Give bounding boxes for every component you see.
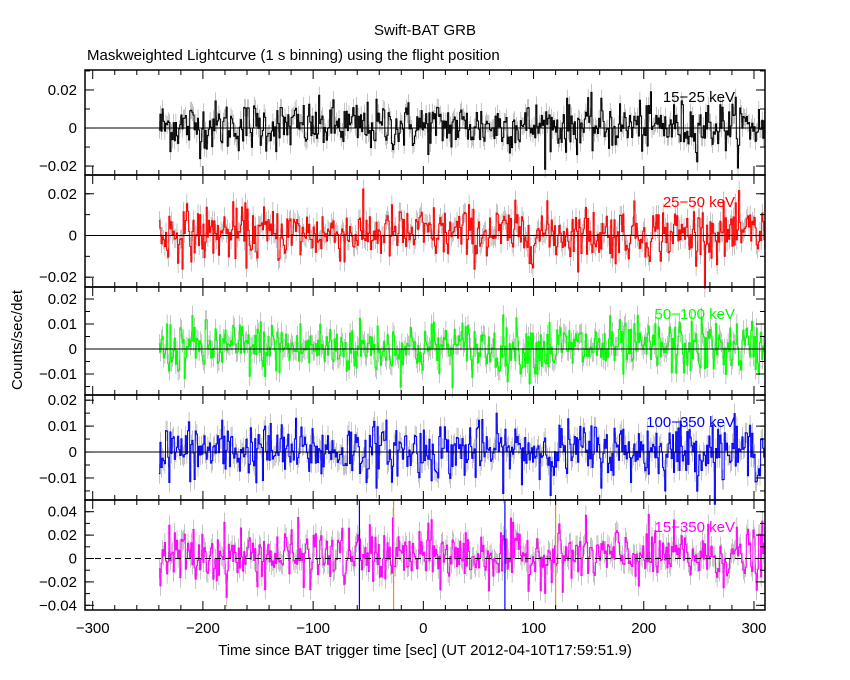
- x-tick-label: 200: [631, 620, 656, 637]
- y-tick-label: 0.02: [48, 527, 77, 544]
- y-tick-label: −0.02: [39, 269, 77, 286]
- x-tick-label: 300: [741, 620, 766, 637]
- y-axis-label: Counts/sec/det: [9, 289, 26, 390]
- x-axis-label: Time since BAT trigger time [sec] (UT 20…: [218, 642, 632, 659]
- panel-2: −0.01 0 0.01 0.02 50−100 keV: [39, 286, 766, 398]
- y-tick-label: 0: [69, 444, 77, 461]
- x-tick-label: −300: [76, 620, 110, 637]
- y-tick-label: −0.02: [39, 158, 77, 175]
- y-tick-label: 0: [69, 551, 77, 568]
- x-tick-label: −200: [186, 620, 220, 637]
- y-tick-label: −0.04: [39, 597, 77, 614]
- y-tick-label: −0.02: [39, 574, 77, 591]
- chart-subtitle: Maskweighted Lightcurve (1 s binning) us…: [87, 47, 500, 64]
- panel-0: −0.02 0 0.02 15−25 keV: [39, 69, 766, 178]
- panel-frame: [84, 499, 766, 611]
- x-tick-label: 100: [521, 620, 546, 637]
- y-tick-label: 0: [69, 227, 77, 244]
- y-tick-label: 0: [69, 341, 77, 358]
- y-tick-label: −0.01: [39, 366, 77, 383]
- y-tick-label: 0.02: [48, 186, 77, 203]
- y-tick-label: 0.02: [48, 392, 77, 409]
- x-tick-label: 0: [419, 620, 427, 637]
- chart-title: Swift-BAT GRB: [374, 22, 476, 39]
- series-label: 100−350 keV: [646, 414, 735, 431]
- x-tick-label: −100: [296, 620, 330, 637]
- y-tick-label: 0.01: [48, 418, 77, 435]
- series-label: 15−350 keV: [655, 519, 736, 536]
- panel-1: −0.02 0 0.02 25−50 keV: [39, 174, 766, 298]
- y-tick-label: 0.01: [48, 316, 77, 333]
- panel-3: −0.01 0 0.01 0.02 100−350 keV: [39, 392, 766, 515]
- series-label: 25−50 keV: [663, 194, 735, 211]
- series-line-1: [158, 188, 765, 289]
- y-tick-label: 0.04: [48, 504, 77, 521]
- series-line-4: [158, 514, 765, 598]
- series-label: 15−25 keV: [663, 89, 735, 106]
- y-tick-label: 0.02: [48, 82, 77, 99]
- y-tick-label: −0.01: [39, 470, 77, 487]
- y-tick-label: 0: [69, 120, 77, 137]
- series-label: 50−100 keV: [655, 306, 736, 323]
- series-line-3: [158, 412, 765, 505]
- panel-4: −0.04 −0.02 0 0.02 0.04 15−350 keV: [39, 499, 766, 614]
- y-tick-label: 0.02: [48, 291, 77, 308]
- series-line-2: [158, 314, 765, 389]
